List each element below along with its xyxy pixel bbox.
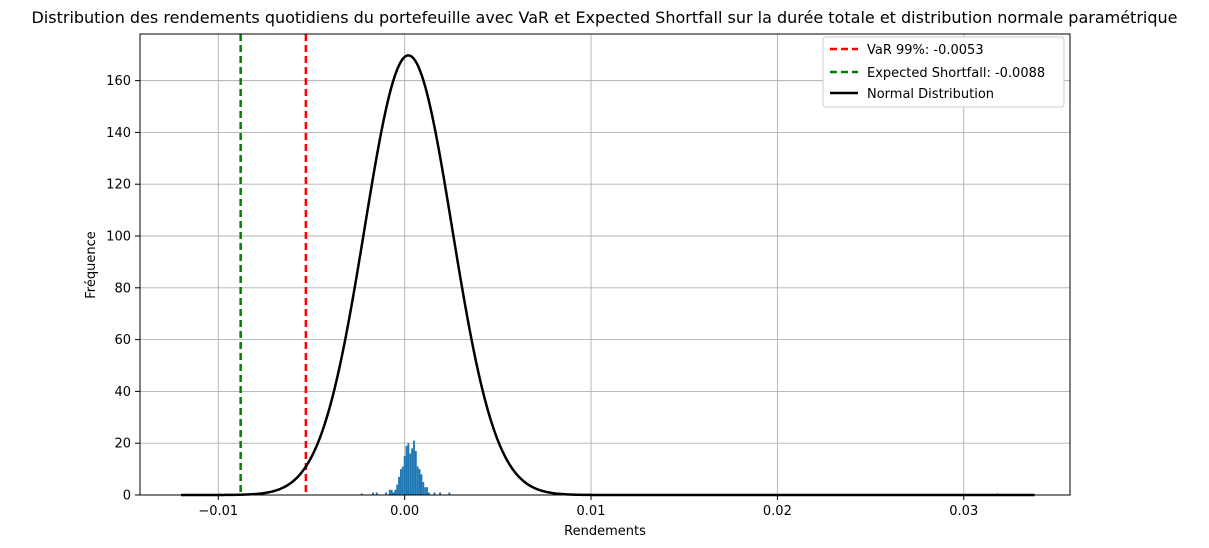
y-tick-label: 40 — [114, 385, 131, 400]
histogram-bar — [390, 489, 393, 495]
histogram-bar — [405, 445, 408, 495]
histogram-bar — [424, 487, 427, 495]
histogram-bar — [448, 492, 451, 495]
histogram-bar — [422, 482, 425, 495]
histogram-bar — [413, 440, 415, 495]
legend-var-label: VaR 99%: -0.0053 — [867, 43, 984, 58]
histogram-bar — [403, 456, 406, 495]
y-axis-ticks: 0 20 40 60 80 100 120 140 160 — [106, 74, 140, 504]
histogram-bar — [418, 469, 421, 495]
x-tick-label: 0.02 — [763, 504, 792, 519]
y-tick-label: 60 — [114, 333, 131, 348]
histogram-bar — [392, 492, 395, 495]
histogram-bar — [401, 466, 404, 495]
legend: VaR 99%: -0.0053 Expected Shortfall: -0.… — [822, 36, 1065, 108]
histogram-bar — [414, 450, 417, 495]
y-tick-label: 160 — [106, 74, 131, 89]
plot-frame — [139, 33, 1071, 496]
y-tick-label: 20 — [114, 437, 131, 452]
chart-title: Distribution des rendements quotidiens d… — [31, 8, 1177, 27]
histogram-bar — [433, 492, 436, 495]
histogram-bar — [409, 453, 412, 495]
histogram-bar — [416, 466, 419, 495]
x-axis-label: Rendements — [564, 524, 646, 539]
histogram-bar — [399, 469, 402, 495]
histogram-bar — [388, 489, 391, 495]
y-tick-label: 80 — [114, 281, 131, 296]
y-tick-label: 120 — [106, 178, 131, 193]
legend-normal-label: Normal Distribution — [867, 87, 994, 102]
histogram-bar — [372, 492, 374, 495]
histogram-bar — [360, 493, 363, 495]
y-tick-label: 100 — [106, 230, 131, 245]
x-tick-label: −0.01 — [198, 504, 238, 519]
histogram-bar — [385, 492, 387, 495]
legend-box — [822, 36, 1065, 108]
y-tick-label: 140 — [106, 126, 131, 141]
y-axis-label: Fréquence — [84, 231, 99, 298]
y-tick-label: 0 — [123, 489, 131, 504]
histogram-bar — [398, 476, 400, 495]
x-tick-label: 0.01 — [577, 504, 606, 519]
histogram-bar — [407, 443, 410, 495]
legend-es-label: Expected Shortfall: -0.0088 — [867, 66, 1045, 81]
histogram-bar — [427, 492, 430, 495]
histogram-bar — [439, 492, 441, 495]
x-tick-label: 0.03 — [949, 504, 978, 519]
x-axis-ticks: −0.01 0.00 0.01 0.02 0.03 — [198, 495, 978, 519]
histogram-bar — [420, 474, 423, 495]
histogram-bar — [411, 448, 414, 495]
histogram-bars — [219, 440, 999, 495]
grid-layer — [140, 34, 1070, 496]
histogram-bar — [375, 492, 378, 495]
histogram-bar — [426, 487, 428, 495]
x-tick-label: 0.00 — [390, 504, 419, 519]
histogram-bar — [394, 489, 397, 495]
histogram-bar — [396, 484, 399, 495]
